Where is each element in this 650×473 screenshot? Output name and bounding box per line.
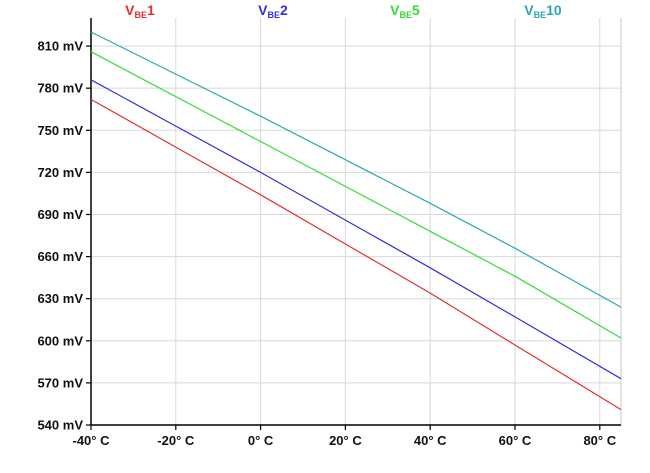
tick-label-layer: 540 mV 570 mV 600 mV 630 mV 660 mV 690 mV 720 … — [37, 39, 616, 448]
y-tick-label-0: 540 mV — [37, 418, 83, 433]
series-line-vbe5 — [90, 51, 622, 339]
series-line-vbe2 — [90, 79, 622, 380]
x-tick-label-2: 0° C — [248, 433, 274, 448]
series-layer — [90, 31, 622, 411]
x-tick-label-1: -20° C — [157, 433, 195, 448]
y-tick-label-3: 630 mV — [37, 291, 83, 306]
x-tick-label-6: 80° C — [583, 433, 616, 448]
y-tick-label-5: 690 mV — [37, 207, 83, 222]
x-tick-label-5: 60° C — [499, 433, 532, 448]
y-tick-label-8: 780 mV — [37, 81, 83, 96]
legend-layer: VBE1 VBE2 VBE5 VBE10 — [125, 2, 562, 20]
y-tick-label-9: 810 mV — [37, 39, 83, 54]
y-tick-label-4: 660 mV — [37, 249, 83, 264]
series-line-vbe10 — [90, 31, 622, 308]
x-tick-label-0: -40° C — [73, 433, 111, 448]
grid-layer — [91, 18, 621, 425]
y-tick-label-1: 570 mV — [37, 375, 83, 390]
axis-layer — [86, 18, 622, 430]
y-tick-label-2: 600 mV — [37, 333, 83, 348]
legend-label-vbe2: VBE2 — [258, 2, 288, 20]
x-tick-label-4: 40° C — [414, 433, 447, 448]
series-line-vbe1 — [90, 98, 622, 411]
legend-label-vbe5: VBE5 — [390, 2, 420, 20]
x-tick-label-3: 20° C — [329, 433, 362, 448]
y-tick-label-6: 720 mV — [37, 165, 83, 180]
legend-label-vbe1: VBE1 — [125, 2, 155, 20]
legend-label-vbe10: VBE10 — [524, 2, 562, 20]
y-tick-label-7: 750 mV — [37, 123, 83, 138]
